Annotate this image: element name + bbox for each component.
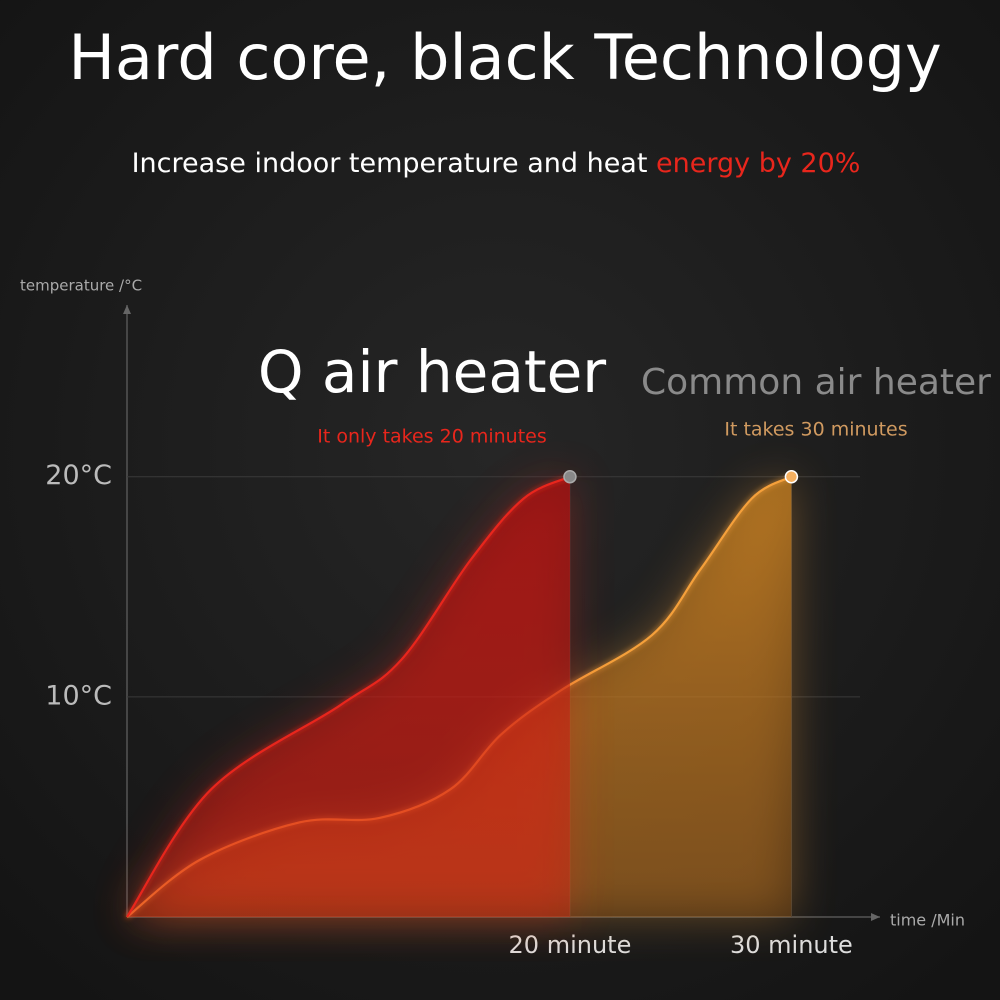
x-tick-label: 20 minute <box>509 931 632 959</box>
series-label: Q air heater <box>258 338 606 406</box>
title: Hard core, black Technology <box>68 21 941 94</box>
end-point <box>563 469 577 484</box>
line <box>126 475 571 918</box>
y-tick-label: 20°C <box>45 460 112 491</box>
x-tick-label: 30 minute <box>730 931 853 959</box>
subtitle: Increase indoor temperature and heat ene… <box>132 148 861 179</box>
subtitle-highlight: energy by 20% <box>656 148 860 179</box>
series-label: Common air heater <box>641 362 991 403</box>
area <box>127 476 792 917</box>
series-note: It only takes 20 minutes <box>317 426 547 448</box>
subtitle-text: Increase indoor temperature and heat <box>132 148 656 179</box>
y-axis-arrow <box>123 305 131 314</box>
end-point <box>784 469 799 484</box>
x-axis-label: time /Min <box>890 911 965 930</box>
y-tick-label: 10°C <box>45 680 112 711</box>
x-axis-arrow <box>871 913 880 921</box>
series-note: It takes 30 minutes <box>724 419 907 441</box>
area <box>127 476 570 917</box>
y-axis-label: temperature /°C <box>20 277 142 295</box>
plot: 10°C 20°C 20 minute 30 minute <box>45 305 880 959</box>
